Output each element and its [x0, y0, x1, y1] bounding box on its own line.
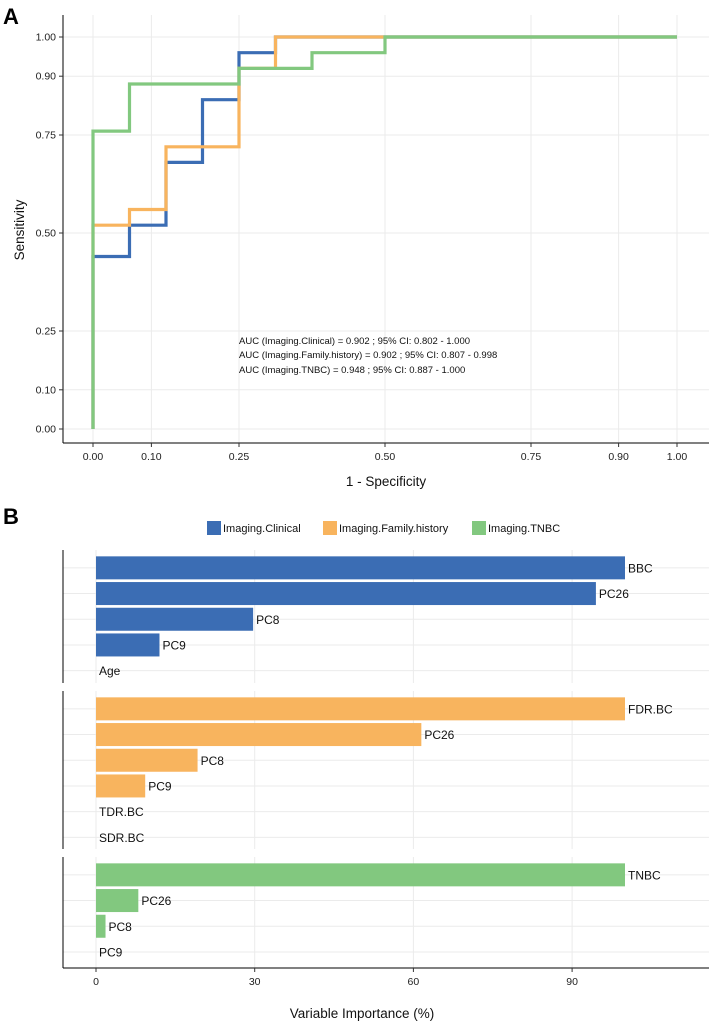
- bar-imaging-clinical-pc8: [96, 607, 254, 631]
- vi-x-tick-label: 90: [566, 976, 578, 988]
- roc-y-tick-label: 1.00: [36, 32, 57, 44]
- bar-label-imaging-family-history-pc8: PC8: [201, 754, 225, 768]
- bar-label-imaging-tnbc-pc8: PC8: [109, 920, 133, 934]
- variable-importance-chart: Imaging.Clinical Imaging.Family.history …: [62, 521, 709, 1021]
- bar-imaging-clinical-pc9: [96, 633, 160, 657]
- bar-label-imaging-tnbc-pc9: PC9: [99, 945, 123, 959]
- roc-gridlines: [63, 15, 709, 443]
- bar-imaging-tnbc-tnbc: [96, 863, 625, 887]
- roc-x-tick-label: 0.90: [608, 451, 629, 463]
- roc-y-tick-label: 0.75: [36, 130, 57, 142]
- legend-swatch-family-history: [323, 521, 337, 535]
- roc-curve-imaging-tnbc: [91, 35, 677, 429]
- roc-x-tick-label: 0.00: [83, 451, 104, 463]
- bar-label-imaging-clinical-pc26: PC26: [599, 587, 629, 601]
- roc-x-tick-label: 0.10: [141, 451, 162, 463]
- bar-label-imaging-family-history-sdr-bc: SDR.BC: [99, 831, 145, 845]
- panel-label-a: A: [3, 4, 19, 29]
- bar-imaging-clinical-pc26: [96, 582, 596, 606]
- legend-label-clinical: Imaging.Clinical: [223, 523, 301, 535]
- legend-label-family-history: Imaging.Family.history: [339, 523, 449, 535]
- bar-imaging-tnbc-pc8: [96, 914, 106, 938]
- vi-bars: [96, 556, 625, 938]
- bar-label-imaging-tnbc-pc26: PC26: [141, 894, 171, 908]
- bar-imaging-clinical-bbc: [96, 556, 625, 580]
- bar-label-imaging-tnbc-tnbc: TNBC: [628, 868, 661, 882]
- bar-label-imaging-family-history-fdr-bc: FDR.BC: [628, 702, 673, 716]
- bar-label-imaging-family-history-pc26: PC26: [424, 728, 454, 742]
- legend-swatch-clinical: [207, 521, 221, 535]
- auc-annotation-family-history: AUC (Imaging.Family.history) = 0.902 ; 9…: [239, 350, 497, 361]
- vi-x-tick-label: 30: [249, 976, 261, 988]
- roc-y-tick-label: 0.00: [36, 424, 57, 436]
- roc-y-tick-label: 0.90: [36, 71, 57, 83]
- roc-y-ticks: 0.00 0.10 0.25 0.50 0.75 0.90 1.00: [36, 32, 63, 436]
- bar-imaging-family-history-pc26: [96, 723, 422, 747]
- bar-label-imaging-clinical-pc8: PC8: [256, 613, 280, 627]
- bar-label-imaging-family-history-pc9: PC9: [148, 779, 172, 793]
- bar-imaging-family-history-fdr-bc: [96, 697, 625, 721]
- auc-annotation-tnbc: AUC (Imaging.TNBC) = 0.948 ; 95% CI: 0.8…: [239, 365, 465, 376]
- vi-x-axis-title: Variable Importance (%): [290, 1006, 435, 1021]
- legend-swatch-tnbc: [472, 521, 486, 535]
- bar-label-imaging-clinical-pc9: PC9: [162, 638, 186, 652]
- bar-imaging-family-history-pc9: [96, 774, 146, 798]
- panel-label-b: B: [3, 504, 19, 529]
- roc-chart: 0.00 0.10 0.25 0.50 0.75 0.90 1.00 0.00 0.10 0.2…: [12, 15, 709, 489]
- vi-x-tick-label: 60: [408, 976, 420, 988]
- roc-curves: [91, 35, 677, 429]
- roc-y-tick-label: 0.25: [36, 326, 57, 338]
- bar-label-imaging-family-history-tdr-bc: TDR.BC: [99, 805, 144, 819]
- vi-x-tick-label: 0: [93, 976, 99, 988]
- roc-x-ticks: 0.00 0.10 0.25 0.50 0.75 0.90 1.00: [83, 443, 688, 463]
- roc-y-axis-title: Sensitivity: [12, 199, 27, 260]
- legend: Imaging.Clinical Imaging.Family.history …: [207, 521, 560, 535]
- roc-x-axis-title: 1 - Specificity: [346, 474, 427, 489]
- roc-x-tick-label: 1.00: [667, 451, 688, 463]
- roc-curve-imaging-family-history: [91, 35, 677, 429]
- legend-label-tnbc: Imaging.TNBC: [488, 523, 560, 535]
- roc-x-tick-label: 0.50: [375, 451, 396, 463]
- auc-annotation-clinical: AUC (Imaging.Clinical) = 0.902 ; 95% CI:…: [239, 336, 470, 347]
- vi-bar-labels: BBC PC26 PC8 PC9 Age FDR.BC PC26 PC8 PC9 TDR.BC SD…: [99, 561, 673, 959]
- roc-x-tick-label: 0.25: [229, 451, 250, 463]
- bar-label-imaging-clinical-bbc: BBC: [628, 561, 653, 575]
- bar-imaging-family-history-pc8: [96, 748, 198, 772]
- bar-label-imaging-clinical-age: Age: [99, 664, 121, 678]
- vi-x-ticks: 0 30 60 90: [93, 968, 578, 988]
- roc-y-tick-label: 0.10: [36, 384, 57, 396]
- bar-imaging-tnbc-pc26: [96, 889, 139, 913]
- roc-x-tick-label: 0.75: [521, 451, 542, 463]
- roc-y-tick-label: 0.50: [36, 228, 57, 240]
